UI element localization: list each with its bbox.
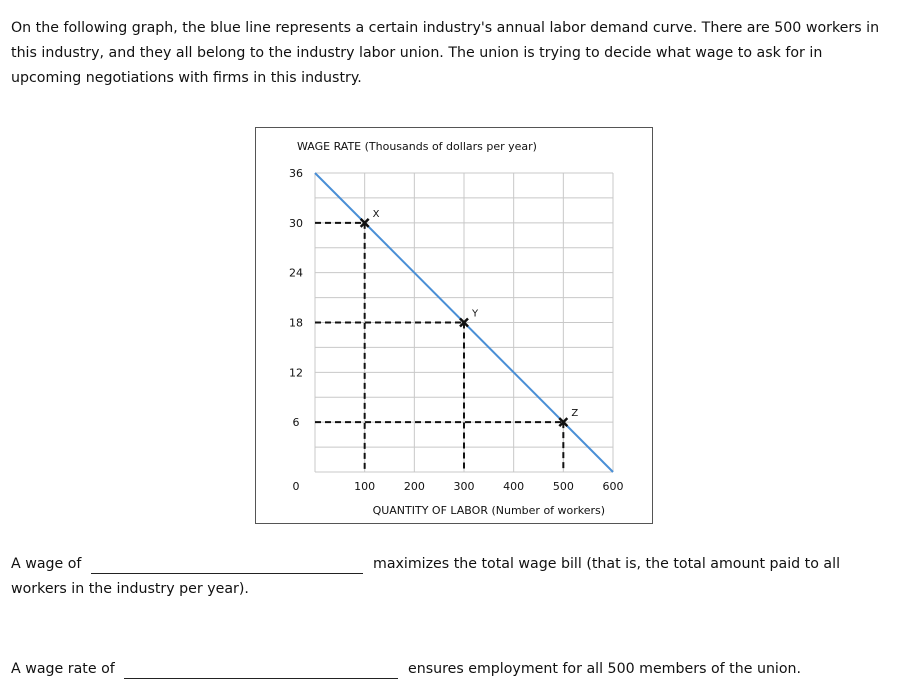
y-tick-label: 12 [289, 366, 303, 379]
y-axis-title: WAGE RATE (Thousands of dollars per year… [297, 140, 537, 153]
intro-paragraph: On the following graph, the blue line re… [11, 20, 880, 86]
question2-prefix: A wage rate of [11, 661, 115, 677]
chart-canvas: WAGE RATE (Thousands of dollars per year… [289, 140, 624, 517]
point-label-x: X [373, 209, 380, 220]
y-tick-label: 18 [289, 317, 303, 330]
point-label-z: Z [571, 408, 578, 419]
labor-demand-chart: WAGE RATE (Thousands of dollars per year… [255, 127, 653, 524]
y-tick-label: 6 [293, 416, 300, 429]
x-tick-label: 500 [553, 480, 574, 493]
question2-suffix: ensures employment for all 500 members o… [408, 661, 802, 677]
question1-continuation: workers in the industry per year). [11, 581, 249, 597]
point-label-y: Y [471, 309, 479, 320]
point-marker-z [558, 417, 569, 428]
x-axis-title: QUANTITY OF LABOR (Number of workers) [373, 504, 606, 517]
question1-suffix: maximizes the total wage bill (that is, … [373, 556, 841, 572]
point-marker-x [359, 217, 370, 228]
x-tick-label: 200 [404, 480, 425, 493]
x-tick-label: 600 [603, 480, 624, 493]
x-tick-label: 400 [503, 480, 524, 493]
question2-answer-blank[interactable] [124, 678, 398, 679]
question1-answer-blank[interactable] [91, 573, 363, 574]
y-tick-label: 0 [293, 480, 300, 493]
y-tick-label: 36 [289, 167, 303, 180]
question1-prefix: A wage of [11, 556, 82, 572]
y-tick-label: 24 [289, 267, 303, 280]
x-tick-label: 100 [354, 480, 375, 493]
point-marker-y [459, 317, 469, 328]
y-tick-label: 30 [289, 217, 303, 230]
x-tick-label: 300 [454, 480, 475, 493]
